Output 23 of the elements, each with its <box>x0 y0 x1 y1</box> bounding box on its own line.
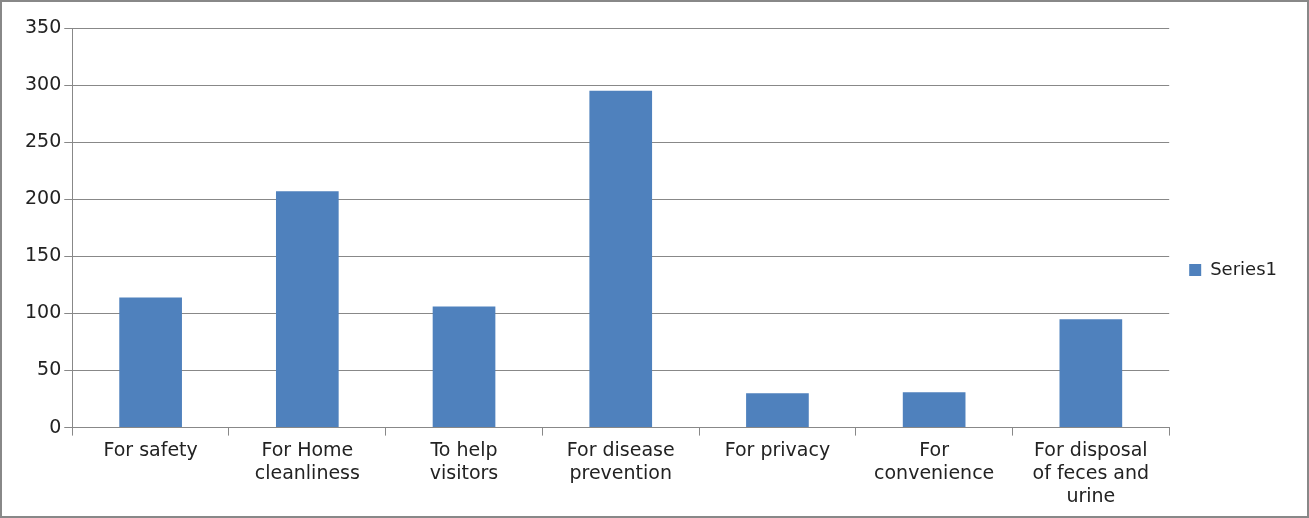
x-tick-label: For convenience <box>874 437 995 483</box>
legend-label: Series1 <box>1210 257 1278 279</box>
x-tick-label: For privacy <box>724 437 831 460</box>
y-tick-label: 100 <box>25 300 62 323</box>
y-tick-label: 250 <box>25 129 62 152</box>
y-tick-label: 150 <box>25 243 62 266</box>
y-tick-label: 0 <box>49 414 62 437</box>
x-tick-label: For safety <box>103 437 198 460</box>
bar <box>1059 319 1123 428</box>
y-tick-label: 50 <box>37 357 62 380</box>
y-tick-label: 350 <box>25 14 62 37</box>
bar <box>275 191 339 428</box>
bar <box>902 392 966 428</box>
bar <box>746 393 809 428</box>
bar <box>432 306 496 428</box>
x-tick-label: For Home cleanliness <box>254 437 360 483</box>
bar <box>119 297 182 428</box>
x-tick-label: For disease prevention <box>566 437 675 483</box>
y-tick-label: 300 <box>25 72 62 95</box>
bar <box>589 90 653 428</box>
x-tick-label: For disposal of feces and urine <box>1032 437 1150 506</box>
y-tick-label: 200 <box>25 186 62 209</box>
x-tick-label: To help visitors <box>429 437 499 483</box>
